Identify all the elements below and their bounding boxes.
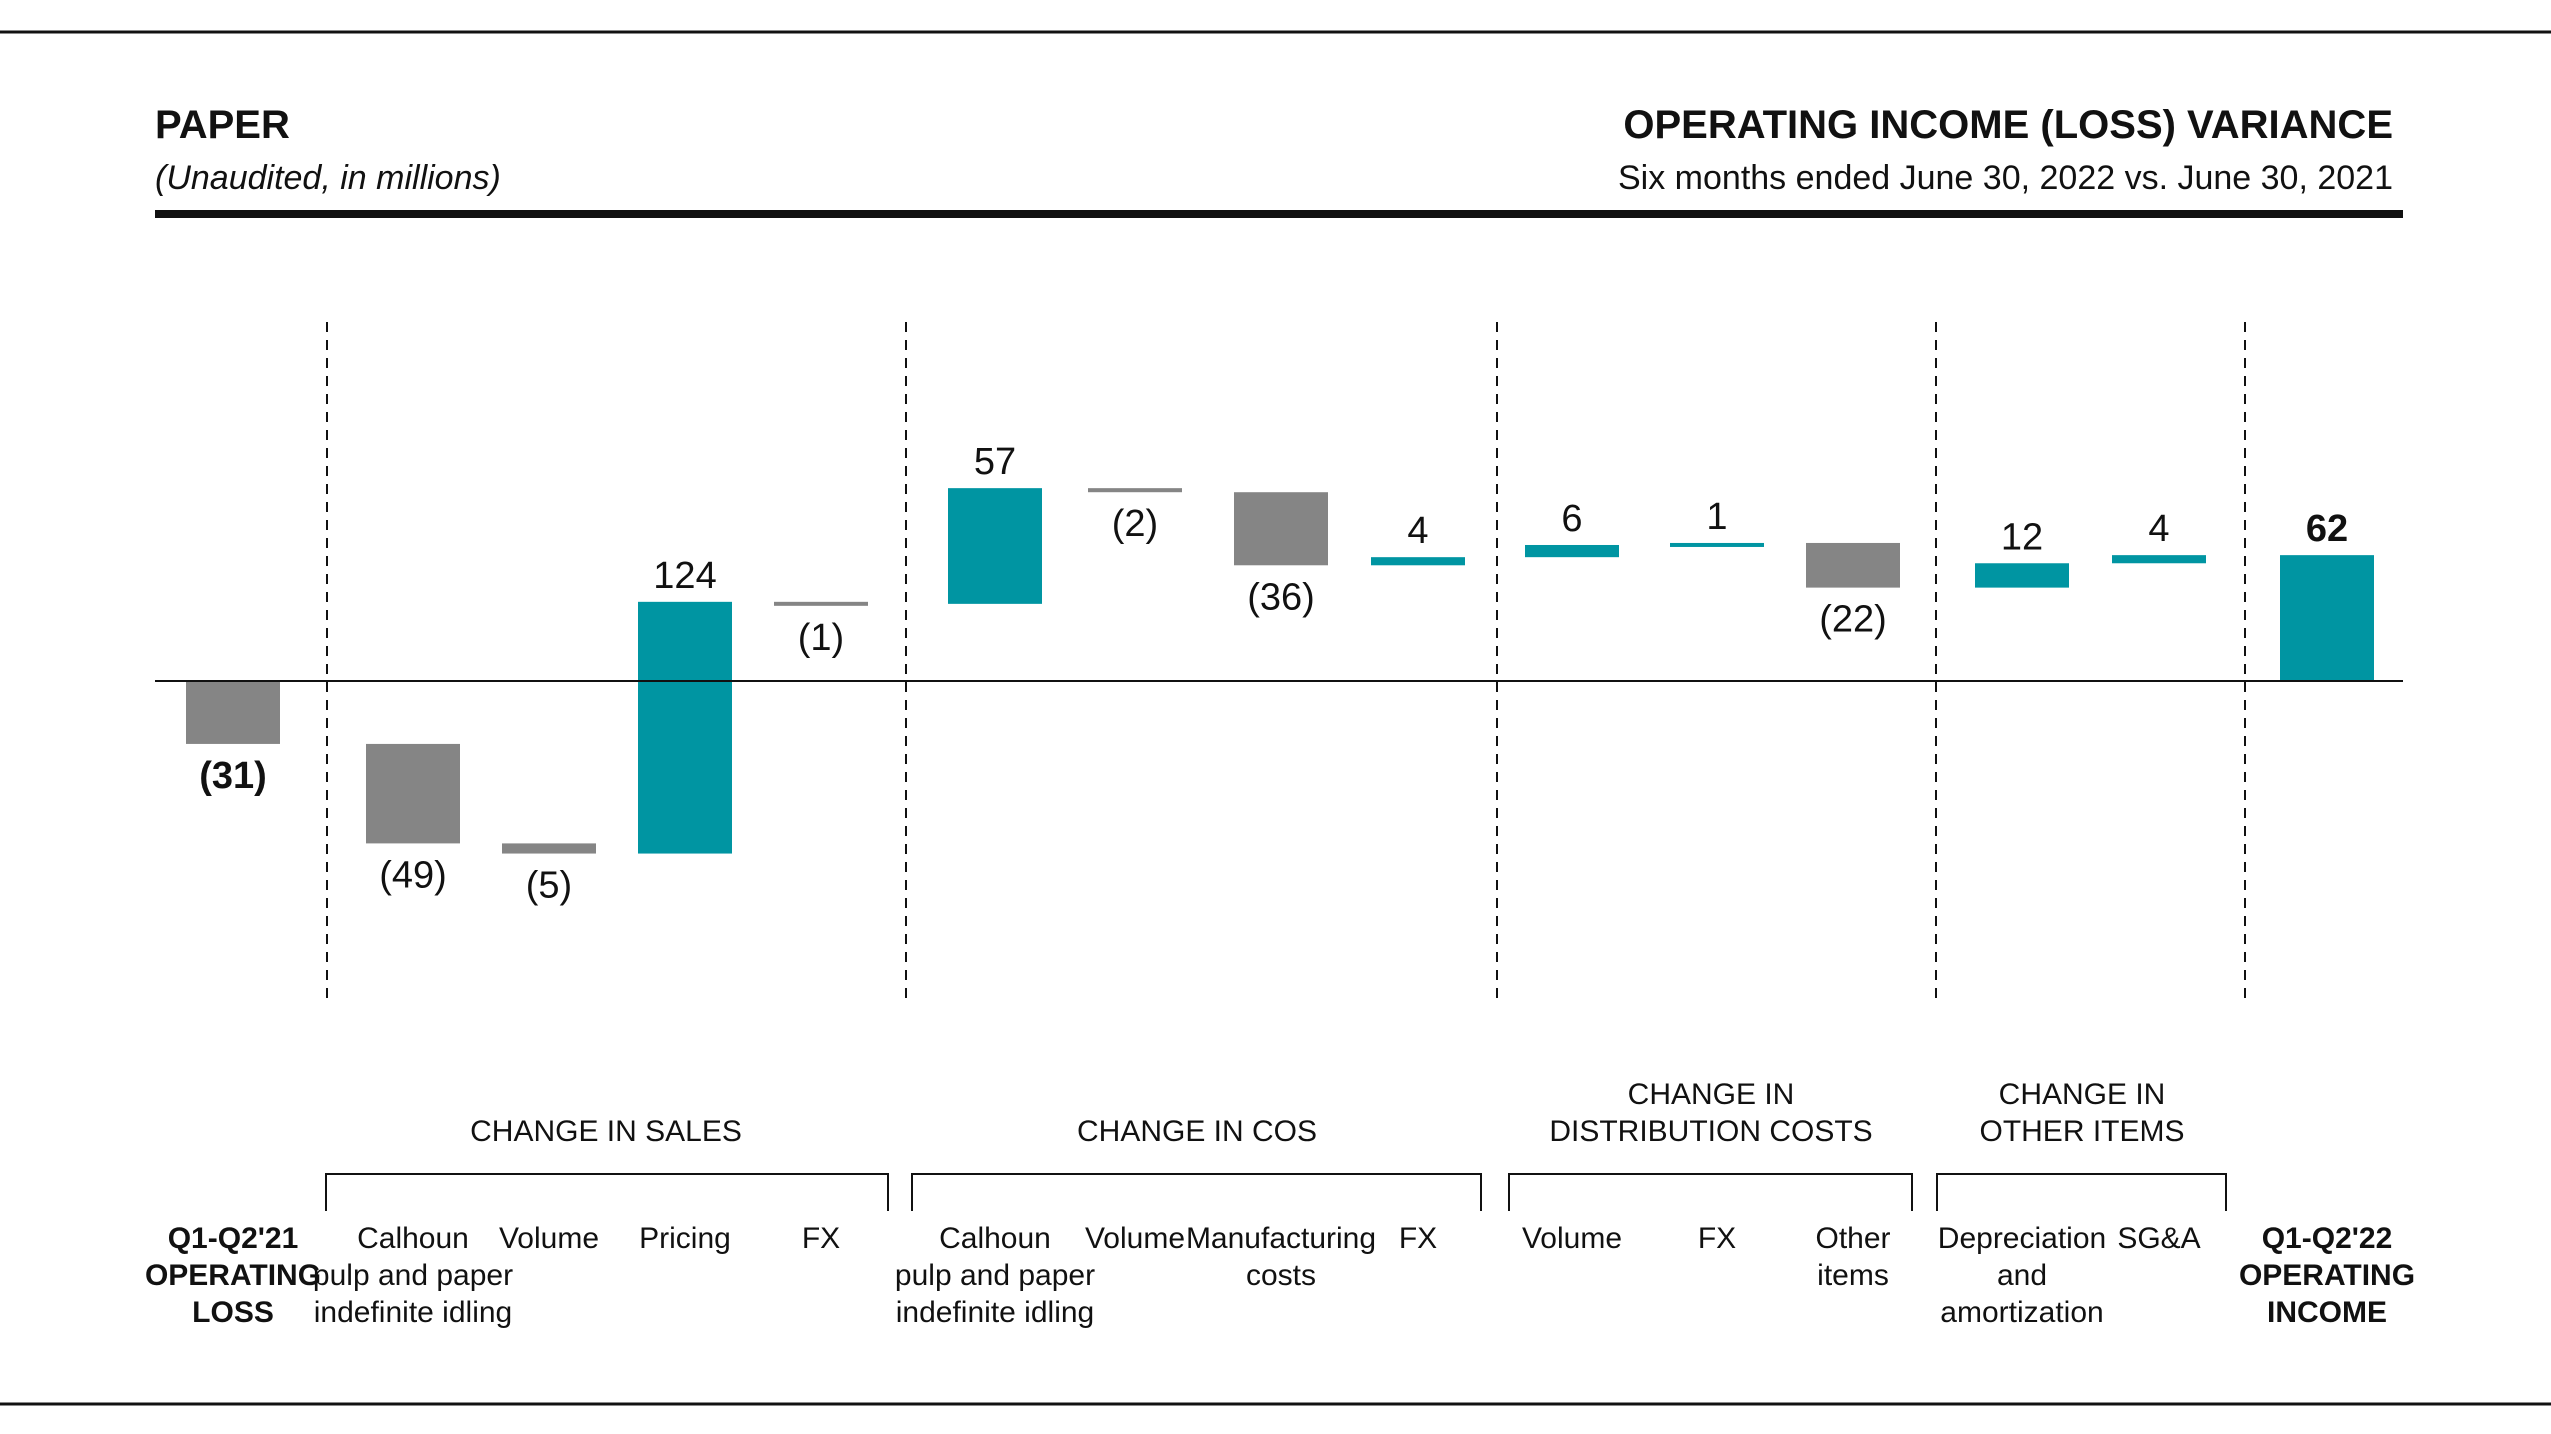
value-label-sales_pricing: 124 <box>653 555 716 597</box>
category-label-dist_volume: Volume <box>1522 1222 1622 1255</box>
bar-sales_calhoun <box>366 743 460 844</box>
value-label-sales_fx: (1) <box>798 617 844 659</box>
category-label-sales_calhoun: Calhoun <box>357 1222 469 1255</box>
category-label-cos_manufacturing: Manufacturing <box>1186 1222 1376 1255</box>
group-separators <box>326 322 2246 1002</box>
category-label-sales_fx: FX <box>802 1222 840 1255</box>
category-label-other_da: and <box>1997 1259 2047 1292</box>
group-bracket-1 <box>325 1173 889 1211</box>
category-label-cos_manufacturing: costs <box>1246 1259 1316 1292</box>
bars <box>186 488 2374 854</box>
category-label-end: OPERATING <box>2239 1259 2415 1292</box>
bar-sales_fx <box>774 601 868 606</box>
group-bracket-2 <box>911 1173 1482 1211</box>
bar-end <box>2280 555 2374 681</box>
category-label-cos_calhoun: pulp and paper <box>895 1259 1095 1292</box>
category-label-dist_fx: FX <box>1698 1222 1736 1255</box>
group-label-1: CHANGE IN SALES <box>470 1115 742 1148</box>
value-label-cos_volume: (2) <box>1112 503 1158 545</box>
category-label-sales_calhoun: indefinite idling <box>314 1296 512 1329</box>
bar-other_da <box>1975 563 2069 588</box>
bar-cos_calhoun <box>948 488 1042 604</box>
bar-sales_volume <box>502 843 596 854</box>
value-label-dist_other: (22) <box>1819 599 1887 641</box>
segment-note: (Unaudited, in millions) <box>155 159 501 197</box>
category-label-cos_calhoun: Calhoun <box>939 1222 1051 1255</box>
group-bracket-4 <box>1936 1173 2227 1211</box>
value-label-start: (31) <box>199 755 267 797</box>
group-label-3: CHANGE IN <box>1628 1078 1795 1111</box>
group-bracket-3 <box>1508 1173 1913 1211</box>
category-label-cos_volume: Volume <box>1085 1222 1185 1255</box>
category-label-sales_pricing: Pricing <box>639 1222 731 1255</box>
category-label-start: Q1-Q2'21 <box>168 1222 299 1255</box>
bar-sales_pricing <box>638 601 732 854</box>
category-label-start: LOSS <box>192 1296 274 1329</box>
value-label-sales_volume: (5) <box>526 865 572 907</box>
segment-title: PAPER <box>155 103 290 147</box>
value-label-sales_calhoun: (49) <box>379 854 447 896</box>
group-labels: CHANGE IN SALES CHANGE IN COS CHANGE IN DIS… <box>325 1078 2227 1211</box>
value-label-cos_manufacturing: (36) <box>1247 576 1315 618</box>
bar-dist_other <box>1806 542 1900 588</box>
bar-start <box>186 681 280 744</box>
category-label-cos_calhoun: indefinite idling <box>896 1296 1094 1329</box>
value-label-dist_volume: 6 <box>1561 498 1582 540</box>
group-label-2: CHANGE IN COS <box>1077 1115 1317 1148</box>
category-label-other_sga: SG&A <box>2117 1222 2200 1255</box>
category-label-sales_calhoun: pulp and paper <box>313 1259 513 1292</box>
category-label-cos_fx: FX <box>1399 1222 1437 1255</box>
group-label-3: DISTRIBUTION COSTS <box>1549 1115 1872 1148</box>
value-label-other_sga: 4 <box>2148 508 2169 550</box>
bar-dist_fx <box>1670 542 1764 547</box>
bar-cos_fx <box>1371 557 1465 566</box>
bar-cos_manufacturing <box>1234 492 1328 566</box>
category-label-end: Q1-Q2'22 <box>2262 1222 2393 1255</box>
category-label-dist_other: Other <box>1815 1222 1890 1255</box>
category-labels: Q1-Q2'21 OPERATING LOSS Calhoun pulp and pap… <box>145 1222 2415 1329</box>
chart-subtitle: Six months ended June 30, 2022 vs. June … <box>1618 159 2393 197</box>
bar-other_sga <box>2112 555 2206 564</box>
value-label-dist_fx: 1 <box>1706 496 1727 538</box>
category-label-other_da: amortization <box>1940 1296 2103 1329</box>
chart-title: OPERATING INCOME (LOSS) VARIANCE <box>1623 103 2393 147</box>
value-label-cos_calhoun: 57 <box>974 441 1016 483</box>
category-label-sales_volume: Volume <box>499 1222 599 1255</box>
bar-cos_volume <box>1088 488 1182 493</box>
value-label-end: 62 <box>2306 508 2348 550</box>
value-label-other_da: 12 <box>2001 516 2043 558</box>
category-label-end: INCOME <box>2267 1296 2387 1329</box>
category-label-other_da: Depreciation <box>1938 1222 2106 1255</box>
group-label-4: OTHER ITEMS <box>1979 1115 2184 1148</box>
category-label-start: OPERATING <box>145 1259 321 1292</box>
category-label-dist_other: items <box>1817 1259 1889 1292</box>
bar-dist_volume <box>1525 544 1619 558</box>
value-labels: (31)(49) (5)124(1)57(2)(36)4 6 1(22)12 4 62 <box>199 441 2348 906</box>
value-label-cos_fx: 4 <box>1407 510 1428 552</box>
group-label-4: CHANGE IN <box>1999 1078 2166 1111</box>
